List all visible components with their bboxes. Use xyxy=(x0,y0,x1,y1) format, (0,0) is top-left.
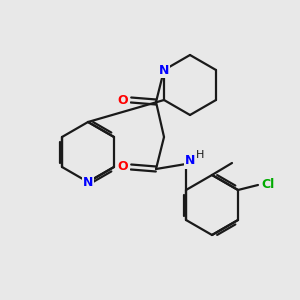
Text: H: H xyxy=(196,150,204,160)
Text: O: O xyxy=(118,94,128,106)
Text: Cl: Cl xyxy=(261,178,274,191)
Text: N: N xyxy=(185,154,195,167)
Text: N: N xyxy=(83,176,93,188)
Text: N: N xyxy=(159,64,169,76)
Text: O: O xyxy=(118,160,128,173)
